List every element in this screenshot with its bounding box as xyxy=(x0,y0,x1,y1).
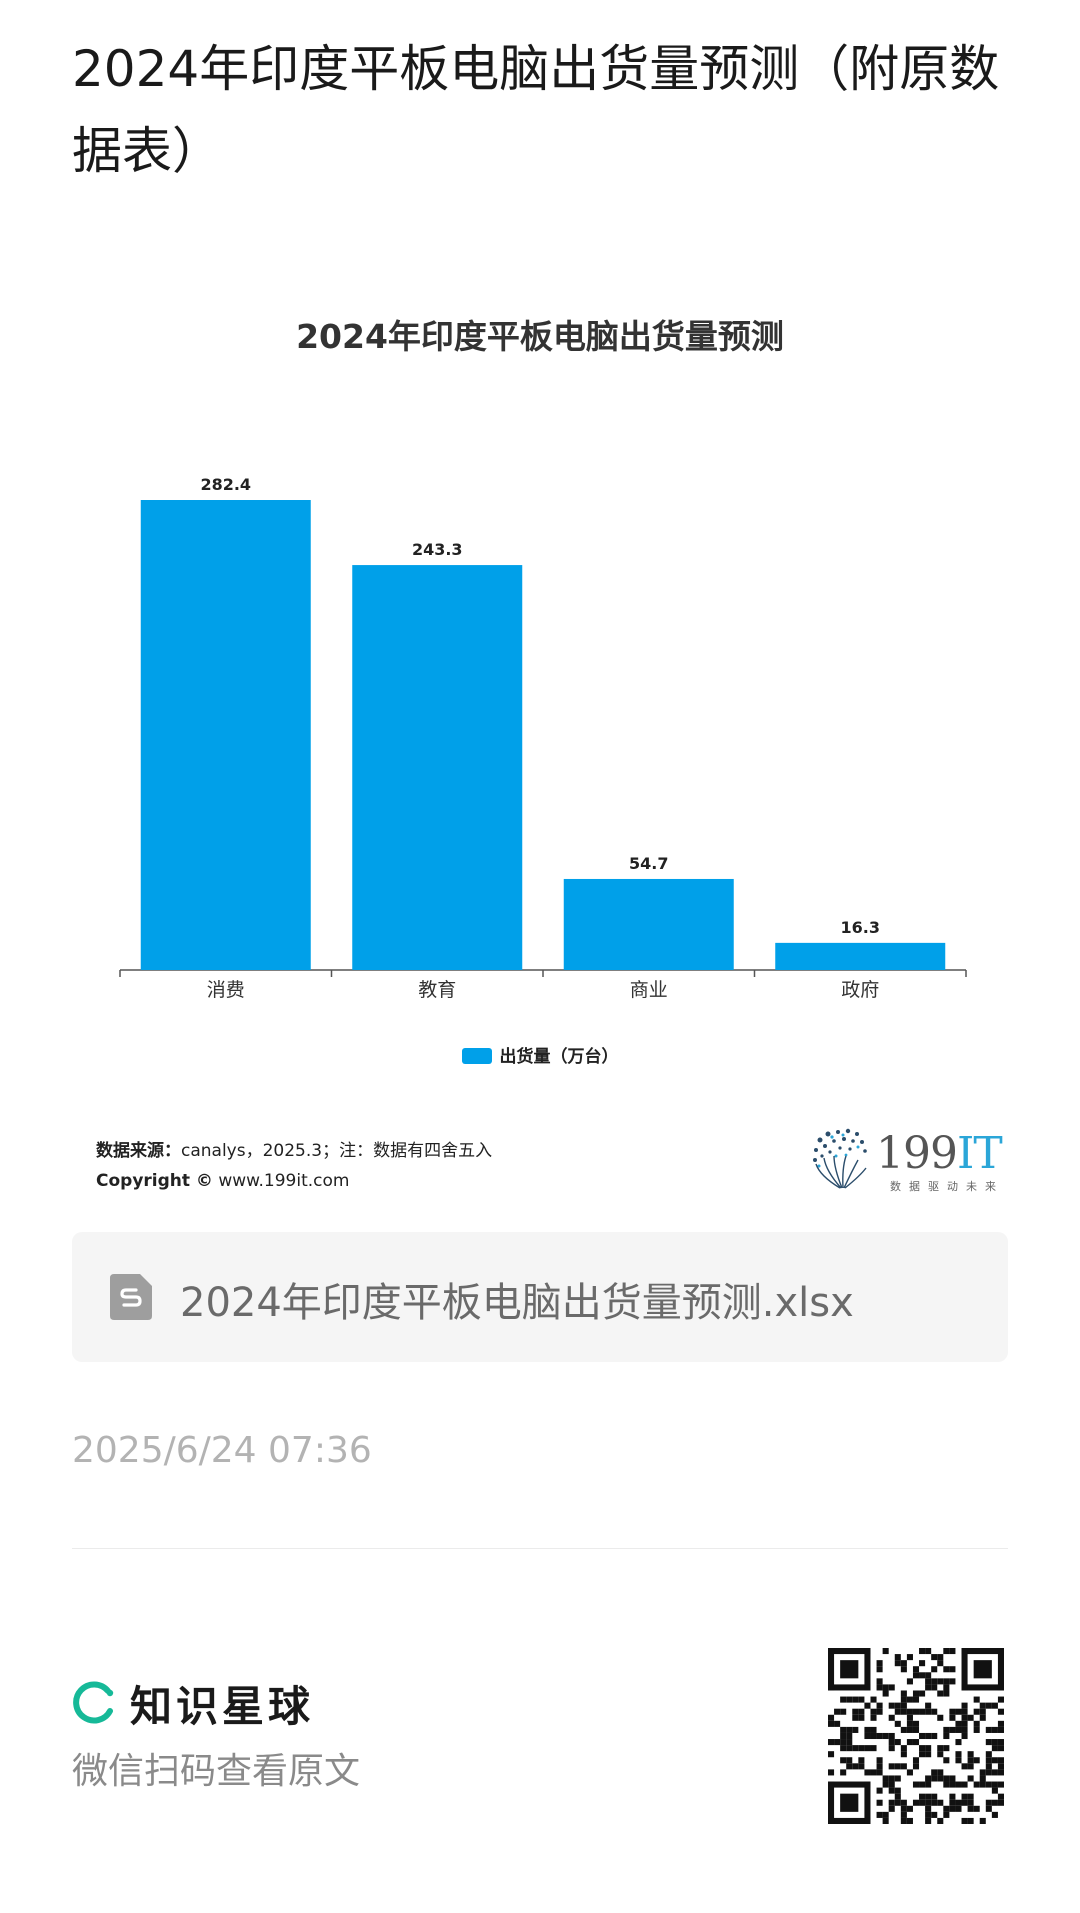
brand-name: 199IT xyxy=(876,1128,1003,1179)
chart-legend: 出货量（万台） xyxy=(72,1042,1008,1067)
spreadsheet-file-icon xyxy=(110,1274,152,1320)
data-label-2: 54.7 xyxy=(629,854,668,873)
page-title: 2024年印度平板电脑出货量预测（附原数据表） xyxy=(72,40,1000,180)
publish-timestamp: 2025/6/24 07:36 xyxy=(72,1430,372,1471)
brand-logo-199it: 199IT 数据驱动未来 xyxy=(810,1126,1010,1196)
category-label-0: 消费 xyxy=(207,979,245,1001)
scan-hint: 微信扫码查看原文 xyxy=(72,1751,361,1792)
divider xyxy=(72,1548,1008,1549)
zsxq-name: 知识星球 xyxy=(130,1681,315,1731)
zsxq-ring-icon xyxy=(73,1681,114,1724)
copyright-label: Copyright © xyxy=(96,1171,213,1191)
attachment-file-card[interactable]: 2024年印度平板电脑出货量预测.xlsx xyxy=(72,1232,1008,1362)
chart-card: 2024年印度平板电脑出货量预测 282.4 消费 243.3 教育 54.7 商业 16.… xyxy=(72,270,1008,1210)
zsxq-logo: 知识星球 xyxy=(72,1678,314,1731)
source-note: 数据来源：canalys，2025.3；注：数据有四舍五入 Copyright … xyxy=(96,1136,492,1196)
copyright-text: www.199it.com xyxy=(212,1171,350,1191)
chart-title: 2024年印度平板电脑出货量预测 xyxy=(296,317,784,356)
dandelion-icon xyxy=(813,1128,867,1189)
qr-code-icon[interactable] xyxy=(828,1648,1004,1824)
data-label-3: 16.3 xyxy=(841,918,880,937)
data-label-1: 243.3 xyxy=(412,540,463,559)
source-label: 数据来源： xyxy=(96,1141,181,1161)
bar-2 xyxy=(563,878,734,970)
category-label-2: 商业 xyxy=(630,979,668,1001)
data-label-0: 282.4 xyxy=(200,475,251,494)
bar-0 xyxy=(140,500,311,970)
category-label-3: 政府 xyxy=(841,979,879,1001)
legend-swatch xyxy=(461,1048,492,1064)
bar-chart: 282.4 消费 243.3 教育 54.7 商业 16.3 政府 xyxy=(119,475,967,1001)
attachment-file-name: 2024年印度平板电脑出货量预测.xlsx xyxy=(180,1280,854,1326)
bar-1 xyxy=(352,565,523,970)
category-label-1: 教育 xyxy=(418,979,456,1001)
source-text: canalys，2025.3；注：数据有四舍五入 xyxy=(181,1141,493,1161)
bar-3 xyxy=(775,942,946,970)
legend-label: 出货量（万台） xyxy=(499,1047,619,1067)
brand-slogan: 数据驱动未来 xyxy=(890,1180,1004,1193)
